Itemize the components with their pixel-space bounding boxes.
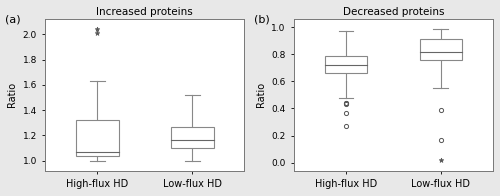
Text: (a): (a) <box>6 15 21 24</box>
Bar <box>324 56 368 73</box>
Bar <box>171 126 214 148</box>
Bar <box>76 120 118 156</box>
Title: Decreased proteins: Decreased proteins <box>342 7 444 17</box>
Title: Increased proteins: Increased proteins <box>96 7 193 17</box>
Y-axis label: Ratio: Ratio <box>7 82 17 107</box>
Text: (b): (b) <box>254 15 270 24</box>
Y-axis label: Ratio: Ratio <box>256 82 266 107</box>
Bar <box>420 39 462 60</box>
